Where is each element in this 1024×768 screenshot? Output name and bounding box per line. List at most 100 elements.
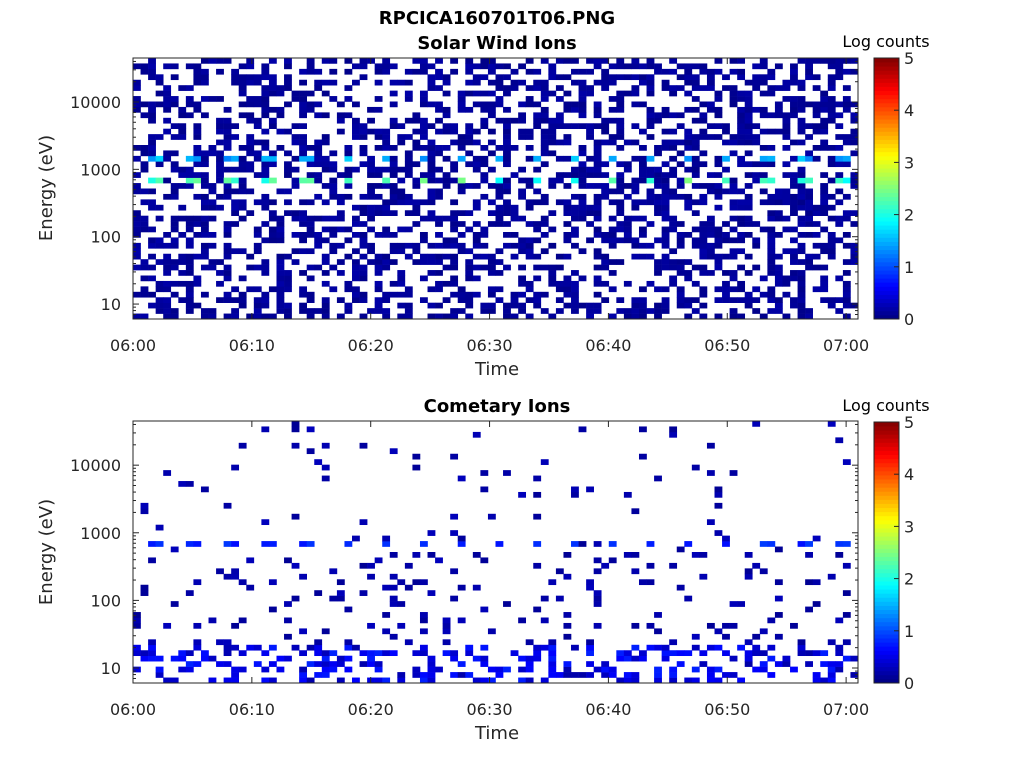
- heatmap-cell: [200, 486, 209, 493]
- heatmap-cell: [563, 612, 572, 618]
- heatmap-cell: [525, 313, 534, 320]
- colorbar-segment: [874, 581, 899, 586]
- heatmap-cell: [616, 117, 625, 124]
- heatmap-cell: [200, 155, 209, 162]
- heatmap-cell: [548, 63, 557, 70]
- heatmap-cell: [306, 58, 315, 64]
- heatmap-cell: [299, 221, 307, 227]
- heatmap-cell: [170, 677, 179, 684]
- heatmap-cell: [835, 112, 844, 119]
- heatmap-cell: [782, 655, 791, 662]
- heatmap-cell: [329, 226, 338, 233]
- heatmap-cell: [827, 242, 836, 249]
- heatmap-cell: [699, 242, 708, 249]
- colorbar-segment: [874, 229, 899, 234]
- heatmap-cell: [706, 672, 715, 678]
- heatmap-cell: [744, 650, 753, 657]
- heatmap-cell: [419, 650, 428, 657]
- heatmap-cell: [397, 248, 406, 255]
- heatmap-cell: [193, 622, 202, 629]
- heatmap-cell: [450, 513, 459, 520]
- heatmap-cell: [185, 63, 194, 70]
- heatmap-cell: [608, 237, 617, 244]
- heatmap-cell: [578, 204, 587, 211]
- heatmap-cell: [744, 183, 753, 189]
- heatmap-cell: [623, 161, 632, 168]
- heatmap-cell: [382, 628, 391, 635]
- heatmap-cell: [737, 123, 746, 129]
- heatmap-cell: [261, 101, 270, 108]
- heatmap-cell: [336, 210, 345, 216]
- heatmap-cell: [790, 183, 798, 189]
- heatmap-cell: [744, 128, 753, 135]
- heatmap-cell: [495, 666, 504, 673]
- heatmap-cell: [699, 150, 708, 157]
- heatmap-cell: [767, 161, 776, 168]
- heatmap-cell: [616, 145, 625, 151]
- heatmap-cell: [284, 128, 292, 135]
- heatmap-cell: [193, 541, 202, 547]
- heatmap-cell: [676, 650, 685, 657]
- heatmap-cell: [200, 221, 209, 227]
- heatmap-cell: [178, 183, 187, 189]
- x-tick-label: 06:00: [110, 700, 156, 719]
- heatmap-cell: [691, 139, 700, 146]
- heatmap-cell: [850, 242, 859, 249]
- heatmap-cell: [200, 308, 209, 314]
- heatmap-cell: [321, 313, 330, 320]
- heatmap-cell: [752, 74, 761, 81]
- heatmap-cell: [246, 210, 255, 216]
- heatmap-cell: [389, 145, 398, 151]
- heatmap-cell: [744, 193, 753, 200]
- heatmap-cell: [631, 63, 640, 70]
- heatmap-cell: [714, 666, 723, 673]
- heatmap-cell: [820, 172, 829, 178]
- colorbar-segment: [874, 184, 899, 189]
- heatmap-cell: [571, 177, 579, 184]
- heatmap-cell: [722, 177, 730, 184]
- heatmap-cell: [155, 101, 164, 108]
- heatmap-cell: [616, 161, 625, 168]
- heatmap-cell: [805, 661, 813, 667]
- heatmap-cell: [654, 475, 662, 482]
- colorbar-segment: [874, 225, 899, 230]
- heatmap-cell: [638, 155, 647, 162]
- heatmap-cell: [223, 128, 232, 135]
- colorbar-segment: [874, 70, 899, 75]
- heatmap-cell: [684, 145, 693, 151]
- heatmap-cell: [654, 286, 662, 293]
- heatmap-cell: [586, 650, 594, 657]
- heatmap-cell: [374, 134, 383, 140]
- heatmap-cell: [691, 264, 700, 271]
- heatmap-cell: [782, 96, 791, 102]
- heatmap-cell: [820, 145, 829, 151]
- heatmap-cell: [646, 280, 655, 287]
- heatmap-cell: [744, 117, 753, 124]
- heatmap-cell: [495, 672, 504, 678]
- heatmap-cell: [155, 79, 164, 86]
- heatmap-cell: [231, 677, 240, 684]
- heatmap-cell: [367, 573, 375, 580]
- heatmap-cell: [397, 79, 406, 86]
- heatmap-cell: [767, 128, 776, 135]
- heatmap-cell: [744, 232, 753, 238]
- heatmap-cell: [714, 96, 723, 102]
- heatmap-cell: [767, 655, 776, 662]
- heatmap-cell: [563, 199, 572, 206]
- heatmap-cell: [140, 313, 149, 320]
- heatmap-cell: [480, 63, 489, 70]
- heatmap-cell: [178, 259, 187, 265]
- heatmap-cell: [503, 313, 511, 320]
- colorbar-segment: [874, 66, 899, 71]
- heatmap-cell: [684, 139, 693, 146]
- heatmap-cell: [268, 286, 277, 293]
- heatmap-cell: [200, 177, 209, 184]
- heatmap-cell: [344, 112, 353, 119]
- heatmap-cell: [216, 204, 224, 211]
- heatmap-cell: [268, 106, 277, 113]
- heatmap-cell: [216, 128, 224, 135]
- heatmap-cell: [299, 101, 307, 108]
- heatmap-cell: [586, 313, 594, 320]
- heatmap-cell: [216, 117, 224, 124]
- heatmap-cell: [661, 172, 670, 178]
